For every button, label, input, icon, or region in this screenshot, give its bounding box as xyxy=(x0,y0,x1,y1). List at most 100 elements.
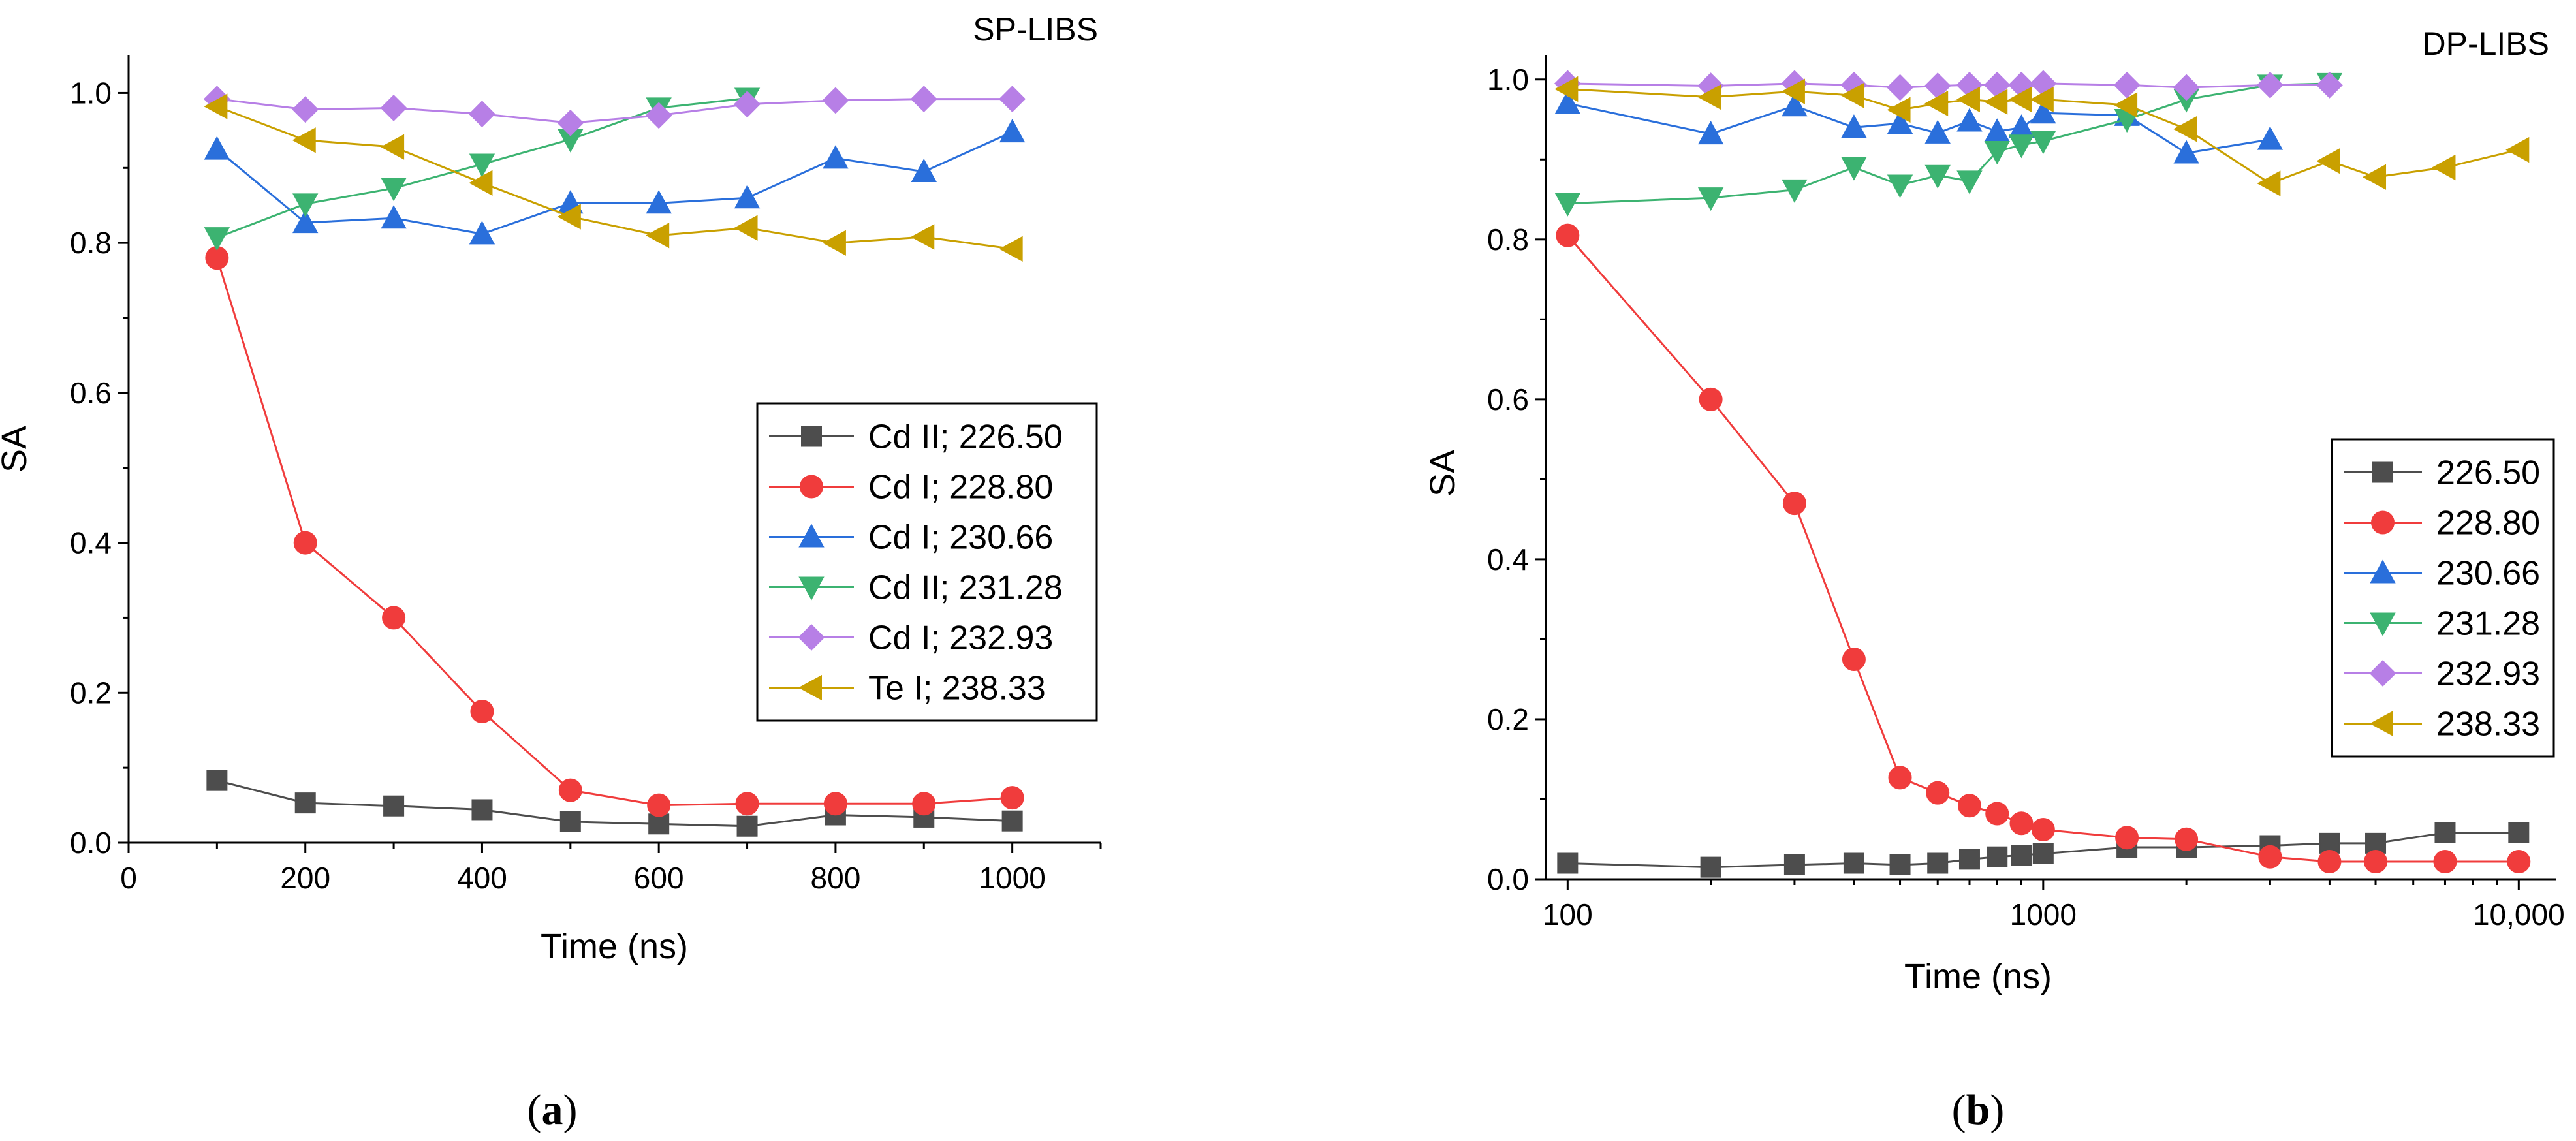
data-point xyxy=(1956,86,1980,113)
data-point xyxy=(2258,845,2282,869)
legend-marker xyxy=(2369,660,2396,687)
data-point xyxy=(822,87,849,114)
series-2 xyxy=(204,119,1026,245)
data-point xyxy=(912,792,936,816)
legend-marker xyxy=(2370,559,2396,584)
data-point xyxy=(999,86,1026,113)
legend-box xyxy=(756,402,1098,722)
data-point xyxy=(1987,846,2008,867)
legend-entry: 228.80 xyxy=(2436,505,2540,542)
y-axis-title: SA xyxy=(0,426,34,473)
data-point xyxy=(1554,76,1579,102)
data-point xyxy=(2114,92,2138,118)
data-point xyxy=(1556,223,1580,247)
series-line xyxy=(217,779,1013,828)
data-point xyxy=(1924,119,1951,144)
data-point xyxy=(292,96,319,123)
data-point xyxy=(1557,852,1579,874)
legend-marker xyxy=(798,674,822,701)
data-point xyxy=(2257,170,2281,196)
x-axis-title: Time (ns) xyxy=(541,927,688,966)
x-tick-label: 10,000 xyxy=(2473,898,2565,931)
data-point xyxy=(2362,164,2387,190)
data-point xyxy=(1554,193,1581,217)
data-point xyxy=(2175,827,2199,851)
legend-entry: 231.28 xyxy=(2436,605,2540,643)
data-point xyxy=(645,102,672,129)
legend-marker xyxy=(800,475,823,499)
data-point xyxy=(469,153,495,178)
data-point xyxy=(294,792,316,814)
data-point xyxy=(911,224,935,250)
data-point xyxy=(1783,854,1805,875)
data-point xyxy=(734,215,758,241)
data-point xyxy=(910,86,937,113)
y-tick-label: 0.6 xyxy=(1487,383,1529,416)
data-point xyxy=(557,109,584,136)
panel-caption: (b) xyxy=(1952,1086,2005,1134)
data-point xyxy=(1697,187,1724,211)
legend-entry: Cd I; 230.66 xyxy=(868,519,1053,557)
data-point xyxy=(2030,100,2056,124)
data-point xyxy=(1956,170,1983,195)
x-tick-label: 0 xyxy=(120,861,137,895)
data-point xyxy=(1887,97,1911,123)
data-point xyxy=(2257,126,2284,150)
data-point xyxy=(204,136,230,160)
data-point xyxy=(206,770,228,791)
data-point xyxy=(2432,154,2456,181)
data-point xyxy=(2031,818,2055,842)
data-point xyxy=(1000,786,1024,810)
legend: Cd II; 226.50 Cd I; 228.80 Cd I; 230.66 Cd … xyxy=(756,402,1098,722)
legend-marker xyxy=(798,576,825,601)
data-point xyxy=(646,190,672,214)
data-point xyxy=(2364,850,2388,874)
x-axis-title: Time (ns) xyxy=(1904,957,2052,996)
data-point xyxy=(2433,850,2457,874)
y-tick-label: 1.0 xyxy=(1487,63,1529,97)
data-point xyxy=(1887,174,1913,198)
data-point xyxy=(293,531,317,555)
data-point xyxy=(1985,802,2009,826)
legend-marker xyxy=(2369,710,2393,737)
data-point xyxy=(1841,157,1867,181)
data-point xyxy=(1887,110,1913,134)
series-4 xyxy=(203,86,1026,136)
series-line xyxy=(216,105,1013,250)
data-point xyxy=(2365,832,2387,854)
legend-entry: Te I; 238.33 xyxy=(868,670,1046,708)
legend-entry: Cd II; 231.28 xyxy=(868,569,1063,607)
data-point xyxy=(648,813,670,835)
data-point xyxy=(1957,794,1981,818)
data-point xyxy=(1001,810,1023,832)
legend-entry: Cd II; 226.50 xyxy=(868,418,1063,456)
data-point xyxy=(646,222,670,249)
data-point xyxy=(2008,114,2035,138)
panel-caption: (a) xyxy=(527,1086,578,1134)
y-tick-label: 0.0 xyxy=(1487,862,1529,896)
data-point xyxy=(1781,78,1805,104)
data-point xyxy=(1697,84,1721,110)
data-point xyxy=(469,170,493,196)
data-point xyxy=(1782,93,1808,117)
x-tick-label: 100 xyxy=(1543,898,1593,931)
y-tick-label: 0.8 xyxy=(70,226,112,260)
data-point xyxy=(2434,822,2456,843)
data-point xyxy=(1924,90,1949,117)
legend-entry: Cd I; 232.93 xyxy=(868,619,1053,657)
data-point xyxy=(1841,114,1867,138)
data-point xyxy=(383,795,405,817)
data-point xyxy=(1700,856,1721,878)
data-point xyxy=(999,119,1026,143)
data-point xyxy=(823,145,849,169)
data-point xyxy=(735,792,759,816)
legend-marker xyxy=(2370,612,2396,636)
data-point xyxy=(292,210,319,234)
series-line xyxy=(216,131,1013,235)
series-line xyxy=(215,257,1013,807)
data-point xyxy=(2316,71,2343,99)
legend-marker xyxy=(798,624,825,651)
y-tick-label: 0.4 xyxy=(70,526,112,560)
data-point xyxy=(204,227,230,251)
